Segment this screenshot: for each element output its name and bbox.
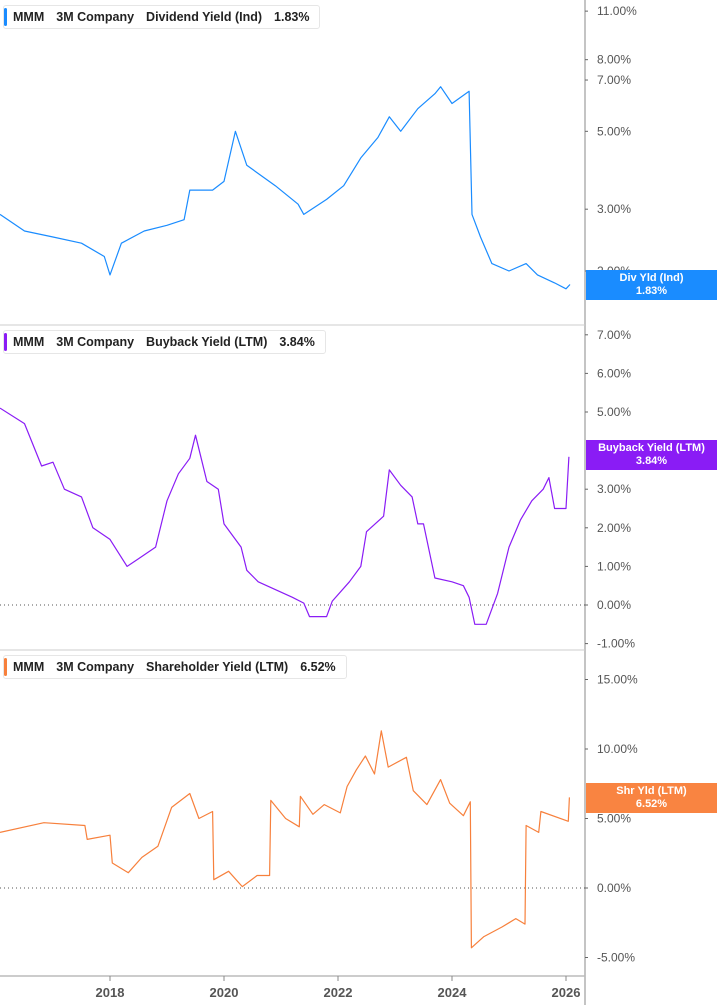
badge-dividend-yield: Div Yld (Ind) 1.83% (586, 270, 717, 300)
legend-color-bar (4, 658, 7, 676)
series-line-2 (0, 730, 570, 949)
legend-value: 1.83% (274, 10, 310, 24)
badge-shareholder-yield: Shr Yld (LTM) 6.52% (586, 783, 717, 813)
y-tick-label: 7.00% (597, 328, 631, 342)
y-tick-label: 5.00% (597, 405, 631, 419)
legend-ticker: MMM (13, 335, 45, 349)
legend-ticker: MMM (13, 10, 45, 24)
y-tick-label: 2.00% (597, 521, 631, 535)
legend-company: 3M Company (56, 10, 135, 24)
legend-company: 3M Company (56, 335, 135, 349)
badge-value: 3.84% (635, 455, 668, 467)
legend-metric: Dividend Yield (Ind) (146, 10, 263, 24)
y-tick-label: -5.00% (597, 951, 635, 965)
legend-metric: Buyback Yield (LTM) (146, 335, 268, 349)
x-tick-label: 2020 (210, 985, 239, 1000)
y-tick-label: 8.00% (597, 53, 631, 67)
series-line-0 (0, 86, 571, 290)
y-tick-label: 3.00% (597, 202, 631, 216)
badge-buyback-yield: Buyback Yield (LTM) 3.84% (586, 440, 717, 470)
y-tick-label: 15.00% (597, 673, 638, 687)
badge-label: Shr Yld (LTM) (616, 785, 687, 797)
badge-label: Div Yld (Ind) (619, 272, 684, 284)
y-tick-label: 1.00% (597, 559, 631, 573)
y-tick-label: 0.00% (597, 598, 631, 612)
badge-value: 6.52% (635, 798, 668, 810)
y-tick-label: 0.00% (597, 881, 631, 895)
y-tick-label: 6.00% (597, 366, 631, 380)
legend-color-bar (4, 333, 7, 351)
legend-value: 6.52% (300, 660, 336, 674)
y-tick-label: 5.00% (597, 124, 631, 138)
y-tick-label: -1.00% (597, 637, 635, 651)
x-tick-label: 2024 (438, 985, 468, 1000)
y-tick-label: 11.00% (597, 4, 637, 18)
legend-metric: Shareholder Yield (LTM) (146, 660, 289, 674)
y-tick-label: 10.00% (597, 742, 638, 756)
series-line-1 (0, 407, 570, 625)
legend-buyback-yield[interactable]: MMM 3M Company Buyback Yield (LTM) 3.84% (3, 330, 326, 354)
legend-dividend-yield[interactable]: MMM 3M Company Dividend Yield (Ind) 1.83… (3, 5, 321, 29)
legend-company: 3M Company (56, 660, 135, 674)
y-tick-label: 5.00% (597, 812, 631, 826)
x-tick-label: 2018 (96, 985, 125, 1000)
legend-color-bar (4, 8, 7, 26)
legend-ticker: MMM (13, 660, 45, 674)
x-tick-label: 2026 (552, 985, 581, 1000)
y-tick-label: 7.00% (597, 73, 631, 87)
badge-value: 1.83% (635, 285, 668, 297)
badge-label: Buyback Yield (LTM) (598, 442, 705, 454)
y-tick-label: 3.00% (597, 482, 631, 496)
legend-shareholder-yield[interactable]: MMM 3M Company Shareholder Yield (LTM) 6… (3, 655, 347, 679)
legend-value: 3.84% (279, 335, 315, 349)
x-tick-label: 2022 (324, 985, 353, 1000)
